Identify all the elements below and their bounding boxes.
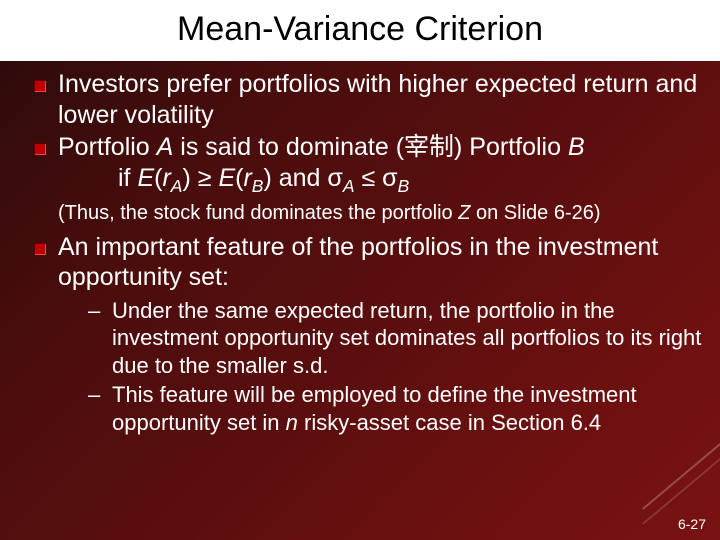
text: if xyxy=(118,164,137,192)
slide: Mean-Variance Criterion Investors prefer… xyxy=(0,0,720,540)
sigma: σ xyxy=(327,164,342,192)
bullet-text: Portfolio xyxy=(58,133,157,161)
sigma-sub-A: A xyxy=(343,176,355,196)
bullet-text: Investors prefer portfolios with higher … xyxy=(58,70,697,129)
expr-r: r xyxy=(243,164,251,192)
expr-sub-B: B xyxy=(252,176,264,196)
expr-E: E xyxy=(137,164,154,192)
op-ge: ≥ xyxy=(191,164,219,192)
bullet-text: is said to dominate (宰制) Portfolio xyxy=(173,133,568,161)
expr-close: ) xyxy=(263,164,271,192)
expr-sub-A: A xyxy=(171,176,183,196)
text: on Slide 6-26) xyxy=(470,202,600,224)
sub-bullet-list: Under the same expected return, the port… xyxy=(58,297,702,437)
sub-bullet-text: Under the same expected return, the port… xyxy=(112,298,701,378)
var-B: B xyxy=(568,133,585,161)
sub-bullet-1: Under the same expected return, the port… xyxy=(86,297,702,380)
slide-body: Investors prefer portfolios with higher … xyxy=(0,69,720,436)
page-number: 6-27 xyxy=(678,516,706,532)
expr-E: E xyxy=(218,164,235,192)
text-and: and xyxy=(272,164,328,192)
op-le: ≤ xyxy=(355,164,383,192)
slide-title: Mean-Variance Criterion xyxy=(0,0,720,61)
expr-close: ) xyxy=(182,164,190,192)
bullet-item-2: Portfolio A is said to dominate (宰制) Por… xyxy=(30,132,702,197)
bullet-item-3: An important feature of the portfolios i… xyxy=(30,232,702,437)
var-A: A xyxy=(157,133,174,161)
text: (Thus, the stock fund dominates the port… xyxy=(58,202,458,224)
bullet-condition: if E(rA) ≥ E(rB) and σA ≤ σB xyxy=(58,163,702,197)
bullet-item-1: Investors prefer portfolios with higher … xyxy=(30,69,702,130)
var-n: n xyxy=(286,410,298,435)
expr-r: r xyxy=(162,164,170,192)
bullet-list: Investors prefer portfolios with higher … xyxy=(30,69,702,197)
sigma-sub-B: B xyxy=(398,176,410,196)
sub-bullet-2: This feature will be employed to define … xyxy=(86,381,702,436)
parenthetical-note: (Thus, the stock fund dominates the port… xyxy=(30,201,702,226)
var-Z: Z xyxy=(458,202,470,224)
sigma: σ xyxy=(382,164,397,192)
bullet-text: An important feature of the portfolios i… xyxy=(58,233,658,292)
bullet-list-2: An important feature of the portfolios i… xyxy=(30,232,702,437)
decorative-line xyxy=(642,433,720,525)
text: risky-asset case in Section 6.4 xyxy=(298,410,601,435)
